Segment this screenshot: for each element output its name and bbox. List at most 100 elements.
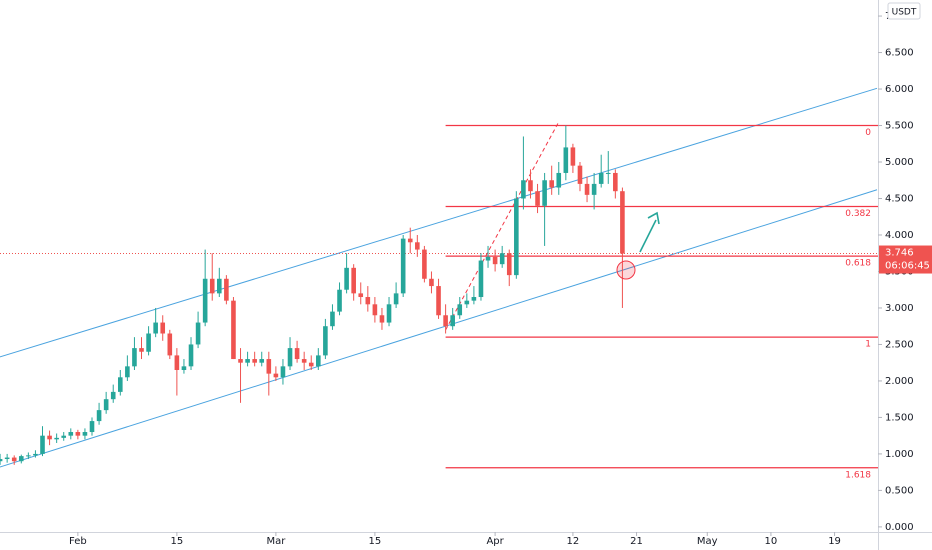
candle-body bbox=[563, 147, 569, 173]
candle-body bbox=[238, 359, 243, 363]
candle-body bbox=[358, 293, 364, 298]
candle-body bbox=[4, 457, 10, 460]
candle-body bbox=[287, 348, 293, 367]
candle-body bbox=[110, 391, 116, 400]
x-tick-label: 12 bbox=[567, 536, 580, 547]
highlight-circle bbox=[616, 260, 636, 280]
candle-body bbox=[54, 437, 59, 440]
plot-area: 0 0.382 0.618 1 1.618 bbox=[0, 87, 878, 480]
candle-body bbox=[181, 366, 187, 370]
candle-body bbox=[584, 183, 590, 195]
candle-body bbox=[146, 333, 151, 352]
currency-label: USDT bbox=[892, 8, 917, 18]
x-tick-label: 15 bbox=[369, 536, 382, 547]
candle-body bbox=[11, 457, 17, 462]
candle-body bbox=[407, 238, 413, 243]
x-tick-label: Apr bbox=[486, 536, 504, 547]
y-tick-label: 2.000 bbox=[885, 376, 914, 387]
candle-body bbox=[542, 180, 547, 206]
candle-body bbox=[577, 165, 583, 184]
candle-body bbox=[471, 297, 477, 301]
candle-body bbox=[344, 267, 349, 290]
candle-body bbox=[605, 172, 611, 174]
candle-body bbox=[521, 180, 526, 199]
x-tick-label: 15 bbox=[171, 536, 184, 547]
candle-body bbox=[379, 315, 385, 323]
candle-body bbox=[528, 180, 533, 192]
candle-body bbox=[549, 180, 554, 188]
fib-level-label: 1 bbox=[865, 340, 871, 350]
candle-body bbox=[68, 432, 74, 436]
fib-trend-line bbox=[445, 121, 560, 331]
y-tick-label: 0.500 bbox=[885, 485, 914, 496]
fib-level-label: 1.618 bbox=[845, 470, 871, 480]
candle-body bbox=[96, 410, 102, 422]
candle-body bbox=[393, 293, 399, 305]
candle-body bbox=[422, 249, 427, 279]
candle-body bbox=[506, 253, 512, 276]
candle-body bbox=[330, 311, 335, 327]
candle-body bbox=[195, 322, 201, 345]
axes: 0.0000.5001.0001.5002.0002.5003.0003.500… bbox=[69, 11, 932, 547]
candle-body bbox=[224, 278, 229, 301]
candle-body bbox=[245, 359, 250, 363]
candle-body bbox=[217, 278, 222, 294]
candle-body bbox=[436, 286, 441, 316]
candle-body bbox=[75, 432, 81, 436]
candle-body bbox=[132, 348, 137, 367]
countdown-label: 06:06:45 bbox=[885, 261, 930, 272]
candle-body bbox=[139, 348, 144, 352]
x-tick-label: Mar bbox=[266, 536, 286, 547]
candle-body bbox=[18, 456, 24, 462]
x-tick-label: Feb bbox=[69, 536, 87, 547]
candle-body bbox=[386, 304, 392, 323]
candle-body bbox=[556, 172, 562, 188]
x-tick-label: 21 bbox=[630, 536, 643, 547]
candle-body bbox=[47, 435, 52, 440]
candle-body bbox=[33, 453, 38, 456]
candle-body bbox=[450, 315, 455, 327]
candle-body bbox=[188, 344, 194, 367]
candle-body bbox=[125, 366, 130, 378]
channel-line bbox=[0, 87, 878, 358]
y-tick-label: 1.000 bbox=[885, 449, 914, 460]
y-tick-label: 4.000 bbox=[885, 230, 914, 241]
candle-body bbox=[514, 198, 519, 276]
candle-body bbox=[252, 359, 257, 363]
candle-body bbox=[365, 297, 371, 305]
arrow bbox=[639, 211, 660, 253]
candle-body bbox=[167, 333, 173, 356]
x-tick-label: May bbox=[697, 536, 718, 547]
candle-body bbox=[266, 359, 272, 374]
y-tick-label: 4.500 bbox=[885, 193, 914, 204]
x-tick-label: 19 bbox=[828, 536, 841, 547]
candle-body bbox=[464, 300, 470, 305]
candle-body bbox=[160, 322, 166, 334]
y-tick-label: 6.000 bbox=[885, 84, 914, 95]
candle-body bbox=[591, 183, 597, 195]
channel-line bbox=[0, 189, 878, 468]
candle-body bbox=[478, 260, 484, 298]
candle-body bbox=[457, 304, 463, 316]
candle-body bbox=[323, 326, 328, 356]
candle-body bbox=[316, 355, 321, 367]
candle-body bbox=[202, 278, 208, 323]
last-price-label: 3.746 bbox=[885, 248, 914, 259]
candle-body bbox=[280, 366, 286, 378]
candle-body bbox=[273, 373, 279, 378]
y-tick-label: 5.500 bbox=[885, 121, 914, 132]
candle-body bbox=[415, 242, 420, 250]
candle-body bbox=[620, 191, 625, 254]
candle-body bbox=[492, 256, 498, 265]
candle-body bbox=[61, 435, 67, 438]
candle-body bbox=[174, 355, 180, 370]
y-tick-label: 6.500 bbox=[885, 48, 914, 59]
candle-body bbox=[153, 322, 158, 334]
candle-body bbox=[400, 238, 406, 294]
y-tick-label: 0.000 bbox=[885, 522, 914, 533]
candle-body bbox=[613, 172, 618, 192]
candle-body bbox=[231, 300, 236, 360]
candle-body bbox=[82, 432, 88, 436]
